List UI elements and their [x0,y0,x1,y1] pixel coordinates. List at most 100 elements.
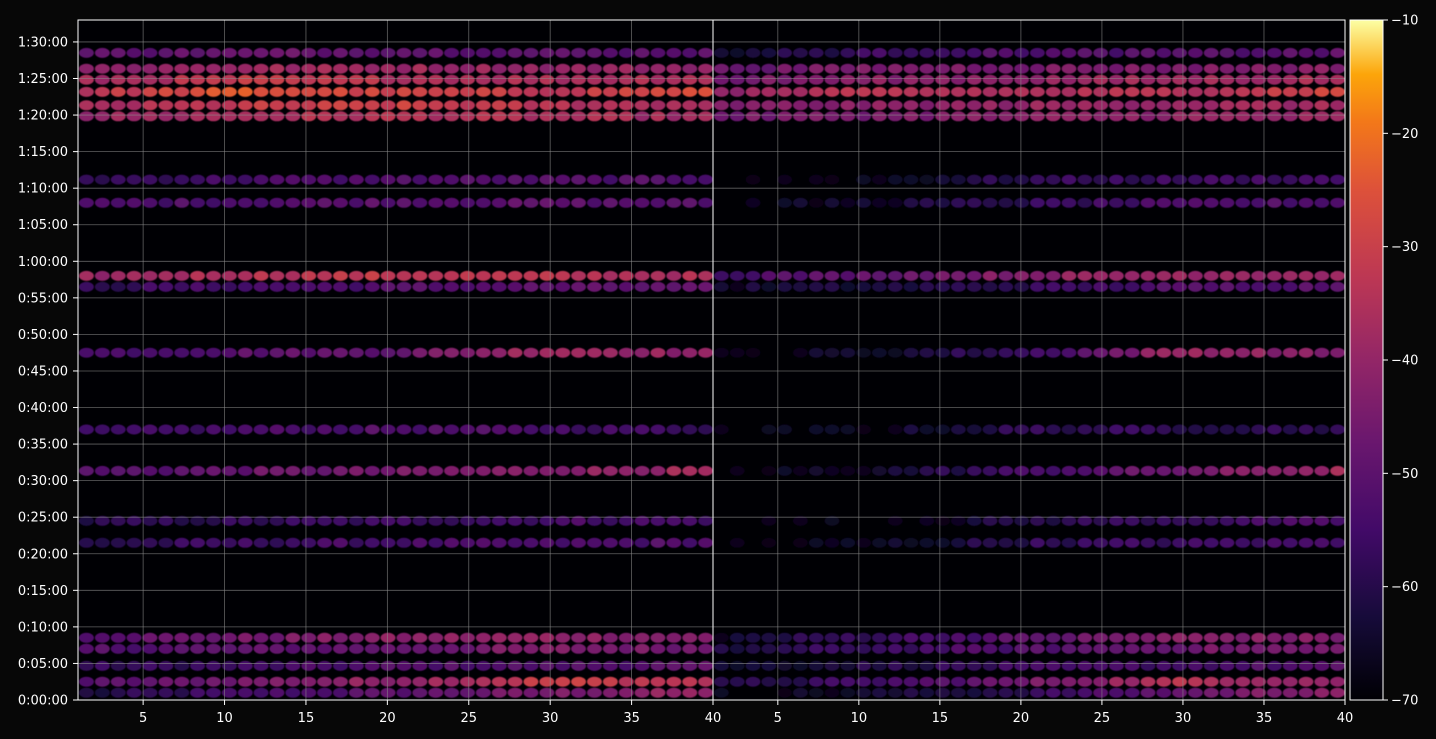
heatmap-cell [491,465,507,476]
heatmap-cell [412,74,428,85]
heatmap-cell [555,676,571,687]
x-tick-label: 10 [851,711,868,726]
heatmap-cell [698,74,713,85]
heatmap-cell [761,86,777,97]
heatmap-cell [412,174,428,185]
heatmap-cell [571,676,586,687]
heatmap-cell [840,63,856,74]
heatmap-cell [412,465,428,476]
heatmap-cell [539,281,555,292]
heatmap-cell [935,676,950,687]
heatmap-cell [412,632,428,643]
heatmap-cell [698,465,713,476]
heatmap-cell [79,676,94,687]
heatmap-cell [1030,424,1045,435]
heatmap-cell [158,47,174,58]
heatmap-cell [808,174,824,185]
heatmap-cell [1014,424,1029,435]
heatmap-cell [94,74,110,85]
heatmap-cell [1109,687,1124,698]
heatmap-cell [142,515,158,526]
heatmap-cell [221,347,237,358]
heatmap-cell [1235,111,1251,122]
heatmap-cell [966,660,982,671]
heatmap-cell [444,676,459,687]
heatmap-cell [1219,676,1235,687]
heatmap-cell [348,632,364,643]
heatmap-cell [618,100,634,111]
y-tick-label: 0:30:00 [18,474,68,489]
heatmap-cell [1124,86,1140,97]
heatmap-cell [221,100,237,111]
heatmap-cell [666,270,682,281]
heatmap-cell [634,74,650,85]
heatmap-cell [777,111,792,122]
heatmap-cell [364,515,380,526]
heatmap-cell [491,537,507,548]
heatmap-cell [650,465,666,476]
heatmap-cell [1172,687,1187,698]
heatmap-cell [110,270,126,281]
heatmap-cell [1330,643,1345,654]
heatmap-cell [982,537,998,548]
heatmap-cell [221,515,237,526]
heatmap-cell [824,347,840,358]
heatmap-cell [808,100,824,111]
heatmap-cell [887,643,903,654]
heatmap-cell [94,347,110,358]
heatmap-cell [982,63,998,74]
heatmap-cell [793,47,808,58]
heatmap-cell [380,347,396,358]
heatmap-cell [1267,515,1282,526]
heatmap-cell [571,47,586,58]
heatmap-cell [301,100,317,111]
heatmap-cell [1109,347,1124,358]
heatmap-cell [982,676,998,687]
heatmap-cell [777,47,792,58]
heatmap-cell [887,515,903,526]
heatmap-cell [1298,111,1314,122]
heatmap-cell [523,424,539,435]
heatmap-cell [919,347,935,358]
heatmap-cell [1219,643,1235,654]
heatmap-cell [158,660,174,671]
heatmap-cell [237,643,253,654]
heatmap-cell [840,687,856,698]
heatmap-cell [1219,281,1235,292]
y-tick-label: 1:20:00 [18,109,68,124]
heatmap-cell [428,63,444,74]
heatmap-cell [380,174,396,185]
heatmap-cell [1045,174,1061,185]
heatmap-cell [840,424,856,435]
heatmap-cell [237,347,253,358]
heatmap-cell [1077,270,1093,281]
heatmap-cell [523,270,539,281]
heatmap-cell [269,347,285,358]
heatmap-cell [79,100,94,111]
heatmap-cell [666,643,682,654]
heatmap-cell [428,270,444,281]
heatmap-cell [1156,465,1172,476]
heatmap-cell [444,111,459,122]
heatmap-cell [808,632,824,643]
heatmap-cell [840,281,856,292]
heatmap-cell [1251,687,1266,698]
heatmap-cell [824,632,840,643]
heatmap-cell [333,100,348,111]
heatmap-cell [285,281,301,292]
heatmap-cell [1030,687,1045,698]
heatmap-cell [1109,174,1124,185]
heatmap-cell [618,424,634,435]
heatmap-cell [1109,74,1124,85]
heatmap-cell [1330,100,1345,111]
heatmap-cell [998,111,1014,122]
heatmap-cell [1267,74,1282,85]
heatmap-cell [428,660,444,671]
heatmap-cell [1030,174,1045,185]
heatmap-cell [571,643,586,654]
y-tick-label: 0:45:00 [18,364,68,379]
heatmap-cell [460,537,475,548]
heatmap-cell [571,74,586,85]
heatmap-cell [650,47,666,58]
heatmap-cell [142,174,158,185]
